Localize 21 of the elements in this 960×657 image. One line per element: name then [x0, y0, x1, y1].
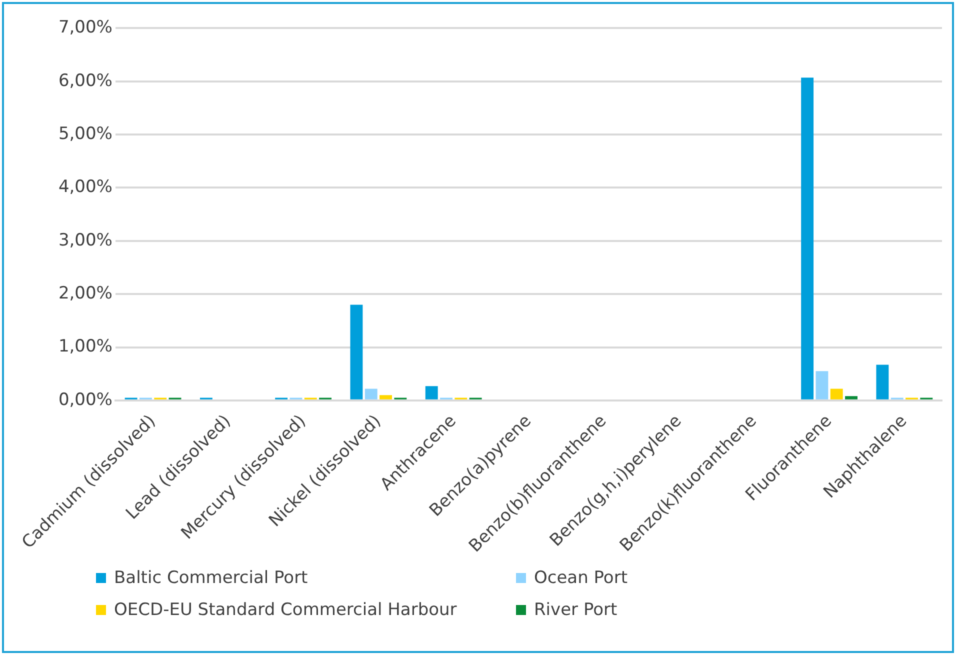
bar [364, 388, 378, 400]
y-tick-label: 7,00% [58, 18, 112, 38]
y-tick-label: 0,00% [58, 390, 112, 410]
legend-label: Ocean Port [534, 568, 628, 588]
legend-label: Baltic Commercial Port [114, 568, 308, 588]
y-tick-label: 4,00% [58, 177, 112, 198]
bar [425, 386, 438, 400]
bar [876, 364, 889, 400]
bar [350, 304, 363, 400]
bar [845, 396, 858, 400]
bar [380, 395, 392, 400]
y-tick-label: 6,00% [58, 70, 112, 91]
y-tick-label: 2,00% [58, 284, 112, 304]
bar [830, 388, 843, 400]
y-tick-label: 3,00% [58, 230, 112, 250]
legend-label: River Port [534, 600, 618, 620]
bar [816, 371, 828, 400]
y-tick-label: 5,00% [58, 124, 112, 144]
legend-label: OECD-EU Standard Commercial Harbour [114, 600, 457, 620]
bar [801, 78, 814, 400]
y-tick-label: 1,00% [58, 336, 112, 357]
